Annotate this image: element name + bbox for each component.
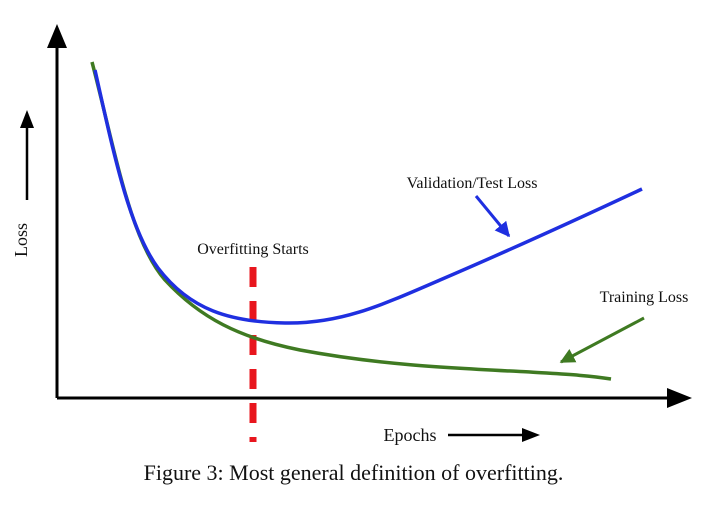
validation-loss-label: Validation/Test Loss [407,175,538,192]
y-label-arrowhead [20,110,34,128]
figure-caption: Figure 3: Most general definition of ove… [143,460,564,485]
y-axis-arrowhead [47,24,67,48]
overfitting-starts-label: Overfitting Starts [197,241,309,258]
x-axis-arrowhead [667,388,692,408]
training-loss-curve [90,61,612,381]
x-label-arrowhead [522,428,540,442]
training-label-arrow [559,316,645,364]
validation-label-arrow [474,195,511,238]
validation-loss-curve [93,69,643,325]
y-axis-label: Loss [11,223,31,257]
x-axis-label: Epochs [384,425,437,445]
training-loss-label: Training Loss [600,289,689,306]
